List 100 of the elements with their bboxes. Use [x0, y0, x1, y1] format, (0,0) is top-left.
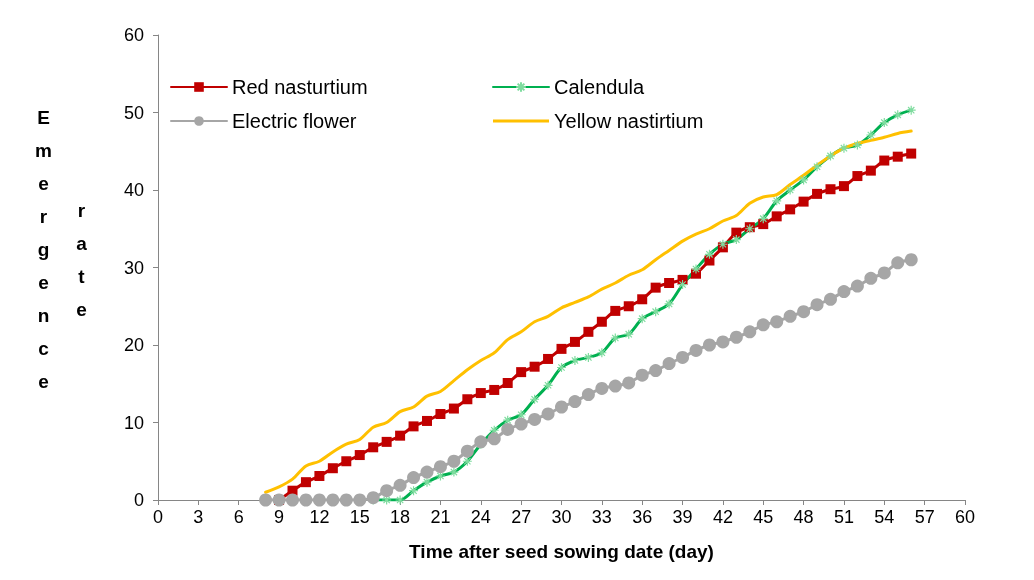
x-tick-label: 57: [914, 507, 935, 527]
point: [906, 148, 917, 159]
point: [595, 381, 609, 395]
x-tick-label: 33: [591, 507, 612, 527]
point: [850, 279, 864, 293]
point: [637, 294, 648, 305]
point: [650, 282, 661, 293]
x-tick-label: 60: [954, 507, 976, 527]
point: [555, 400, 568, 414]
point: [408, 421, 419, 432]
point: [380, 484, 394, 498]
point: [516, 367, 527, 378]
point: [716, 335, 730, 349]
x-tick-label: 30: [551, 507, 572, 527]
point: [635, 368, 649, 382]
point: [581, 388, 595, 402]
y-tick-label: 30: [123, 257, 144, 278]
point: [543, 353, 554, 364]
point: [797, 305, 811, 319]
point: [702, 338, 716, 352]
point: [354, 450, 365, 461]
point: [583, 326, 594, 337]
point: [770, 315, 784, 329]
y-tick-label: 60: [123, 25, 144, 45]
legend-label: Calendula: [554, 76, 645, 98]
point: [676, 350, 690, 364]
point: [541, 407, 555, 421]
point: [729, 330, 743, 344]
point: [649, 364, 663, 378]
point: [460, 444, 474, 458]
y-tick-label: 10: [123, 412, 144, 433]
legend-label: Red nasturtium: [232, 76, 368, 98]
point: [879, 155, 890, 166]
point: [487, 432, 501, 446]
point: [569, 336, 580, 347]
point: [447, 454, 461, 468]
point: [312, 493, 326, 507]
point: [433, 460, 447, 474]
y-tick-label: 0: [133, 490, 144, 510]
point: [448, 403, 459, 414]
point: [892, 151, 903, 162]
point: [420, 465, 434, 479]
point: [435, 408, 446, 419]
y-tick-label: 20: [123, 335, 144, 355]
x-tick-label: 6: [233, 507, 244, 527]
y-tick-label: 50: [123, 102, 144, 123]
point: [381, 436, 392, 447]
point: [462, 394, 473, 405]
point: [852, 171, 863, 182]
point: [756, 318, 770, 332]
point: [489, 384, 500, 395]
point: [474, 435, 488, 449]
point: [704, 255, 715, 266]
x-tick-label: 36: [632, 507, 653, 527]
point: [393, 478, 407, 492]
x-tick-label: 39: [672, 507, 693, 527]
point: [610, 305, 621, 316]
point: [877, 266, 891, 280]
x-tick-label: 21: [430, 507, 451, 527]
point: [838, 181, 849, 192]
point: [904, 253, 918, 267]
point: [327, 463, 338, 474]
point: [825, 184, 836, 195]
x-tick-label: 54: [874, 507, 895, 527]
legend-label: Yellow nastirtium: [554, 110, 704, 132]
x-tick-label: 51: [833, 507, 854, 527]
x-tick-label: 24: [470, 507, 491, 527]
point: [664, 278, 675, 288]
x-tick-label: 48: [793, 507, 814, 527]
y-tick-label: 40: [123, 180, 144, 200]
point: [286, 493, 299, 507]
point: [771, 211, 782, 222]
x-tick-label: 18: [390, 507, 411, 527]
x-tick-label: 3: [193, 507, 204, 527]
x-tick-label: 45: [753, 507, 774, 527]
point: [568, 395, 582, 409]
x-tick-label: 27: [511, 507, 532, 527]
point: [395, 430, 406, 441]
x-axis-title: Time after seed sowing date (day): [409, 541, 714, 562]
point: [556, 343, 567, 354]
x-tick-label: 15: [349, 507, 370, 527]
point: [528, 412, 542, 426]
point: [689, 343, 703, 357]
point: [368, 442, 379, 453]
point: [662, 357, 676, 371]
point: [514, 417, 528, 431]
point: [299, 493, 313, 507]
point: [623, 301, 634, 312]
point: [785, 204, 796, 215]
x-tick-label: 12: [309, 507, 330, 527]
point: [622, 376, 636, 390]
x-tick-label: 9: [274, 507, 285, 527]
point: [475, 388, 486, 399]
point: [608, 379, 622, 393]
point: [891, 256, 905, 270]
point: [422, 415, 432, 426]
point: [810, 298, 824, 312]
x-tick-label: 42: [712, 507, 733, 527]
point: [864, 271, 878, 285]
point: [353, 493, 367, 507]
